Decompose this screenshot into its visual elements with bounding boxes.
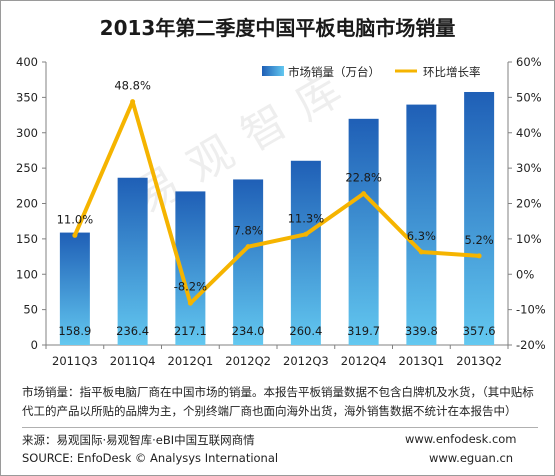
y-right-tick-label: -10%	[516, 303, 546, 317]
line-value-label: 5.2%	[465, 233, 494, 247]
bar-series	[59, 91, 495, 346]
line-value-label: 6.3%	[407, 229, 436, 243]
x-tick-label: 2013Q2	[456, 354, 502, 368]
y-right-tick-label: 60%	[516, 55, 542, 69]
bar-value-label: 217.1	[174, 324, 207, 338]
line-value-label: 7.8%	[234, 224, 263, 238]
data-labels: 158.9 236.4 217.1 234.0 260.4 319.7 339.8 357.6…	[57, 79, 496, 338]
line-point	[361, 191, 367, 197]
y-left-tick-label: 0	[31, 338, 38, 352]
line-value-label: -8.2%	[174, 279, 207, 293]
growth-rate-line	[72, 99, 482, 306]
y-left-tick-label: 400	[16, 55, 38, 69]
chart-title: 2013年第二季度中国平板电脑市场销量	[99, 16, 456, 40]
y-left-tick-label: 350	[16, 90, 38, 104]
y-left-tick-label: 200	[16, 197, 38, 211]
x-tick-label: 2011Q3	[52, 354, 98, 368]
bar	[233, 179, 264, 345]
y-right-tick-label: 40%	[516, 126, 542, 140]
source-site-enfodesk: www.enfodesk.com	[405, 432, 517, 446]
y-right-tick-label: 0%	[516, 267, 534, 281]
line-series	[72, 99, 482, 306]
bar	[406, 104, 437, 346]
x-tick-label: 2012Q2	[225, 354, 271, 368]
bar-value-label: 260.4	[289, 324, 322, 338]
source-cn: 来源：易观国际·易观智库·eBI中国互联网商情	[22, 433, 255, 447]
legend: 市场销量（万台） 环比增长率	[262, 65, 481, 79]
y-right-tick-label: -20%	[516, 338, 546, 352]
y-left-tick-label: 100	[16, 267, 38, 281]
bar-value-label: 319.7	[347, 324, 380, 338]
source-en: SOURCE: EnfoDesk © Analysys Internationa…	[22, 451, 279, 465]
bar	[290, 160, 321, 345]
line-value-label: 11.0%	[57, 212, 94, 226]
line-value-label: 22.8%	[345, 171, 382, 185]
line-point	[72, 232, 78, 238]
x-tick-label: 2012Q1	[168, 354, 214, 368]
legend-label-growth: 环比增长率	[423, 65, 481, 79]
x-tick-label: 2013Q1	[399, 354, 445, 368]
y-left-tick-label: 300	[16, 126, 38, 140]
divider	[22, 427, 538, 428]
x-tick-label: 2011Q4	[110, 354, 156, 368]
line-point	[476, 253, 482, 259]
line-point	[303, 231, 309, 237]
legend-label-sales: 市场销量（万台）	[288, 65, 380, 79]
y-right-tick-label: 10%	[516, 232, 542, 246]
y-left-tick-label: 250	[16, 161, 38, 175]
line-point	[187, 300, 193, 306]
y-right-tick-label: 30%	[516, 161, 542, 175]
line-value-label: 11.3%	[288, 211, 325, 225]
line-point	[245, 244, 251, 250]
x-tick-label: 2012Q4	[341, 354, 387, 368]
bar	[348, 118, 379, 345]
bar-value-label: 158.9	[58, 324, 91, 338]
bar-value-label: 357.6	[463, 324, 496, 338]
bar-value-label: 234.0	[232, 324, 265, 338]
line-point	[418, 249, 424, 255]
legend-swatch-sales	[262, 66, 284, 76]
bar-value-label: 236.4	[116, 324, 149, 338]
line-point	[130, 99, 136, 105]
bar-value-label: 339.8	[405, 324, 438, 338]
y-right-tick-label: 20%	[516, 197, 542, 211]
line-value-label: 48.8%	[114, 79, 151, 93]
bar	[464, 91, 495, 345]
source-site-eguan: www.eguan.cn	[429, 451, 514, 465]
y-left-tick-label: 150	[16, 232, 38, 246]
bar	[59, 232, 90, 345]
footnote: 市场销量：指平板电脑厂商在中国市场的销量。本报告平板销量数据不包含白牌机及水货，…	[22, 385, 534, 418]
y-left-tick-label: 50	[23, 303, 38, 317]
y-right-tick-label: 50%	[516, 90, 542, 104]
x-tick-label: 2012Q3	[283, 354, 329, 368]
bar	[117, 177, 148, 345]
